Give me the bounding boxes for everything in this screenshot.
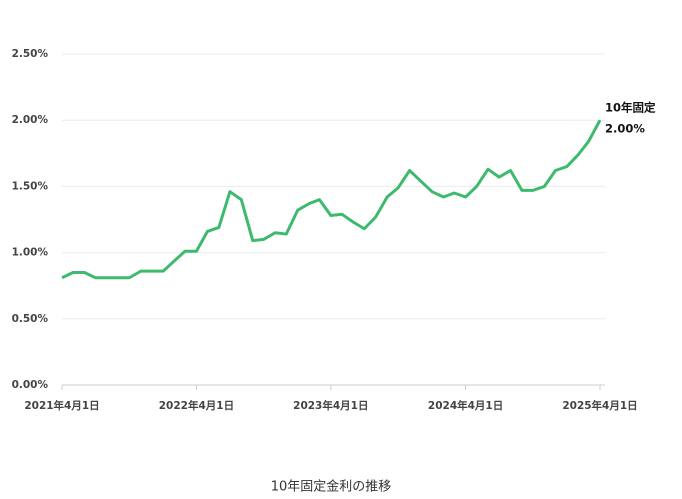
value-label: 2.00%	[605, 122, 645, 136]
y-tick-label: 0.50%	[12, 313, 49, 325]
y-tick-label: 0.00%	[12, 379, 49, 391]
chart-title: 10年固定金利の推移	[271, 479, 392, 495]
x-tick-label: 2021年4月1日	[24, 399, 99, 412]
y-tick-label: 2.50%	[12, 48, 49, 60]
y-tick-label: 1.50%	[12, 180, 49, 192]
x-tick-label: 2023年4月1日	[293, 399, 368, 412]
x-tick-label: 2025年4月1日	[562, 399, 637, 412]
y-tick-label: 1.00%	[12, 247, 49, 259]
line	[61, 119, 602, 280]
x-tick-label: 2024年4月1日	[428, 399, 503, 412]
y-tick-label: 2.00%	[12, 114, 49, 126]
x-tick-label: 2022年4月1日	[159, 399, 234, 412]
series-label: 10年固定	[605, 101, 656, 115]
